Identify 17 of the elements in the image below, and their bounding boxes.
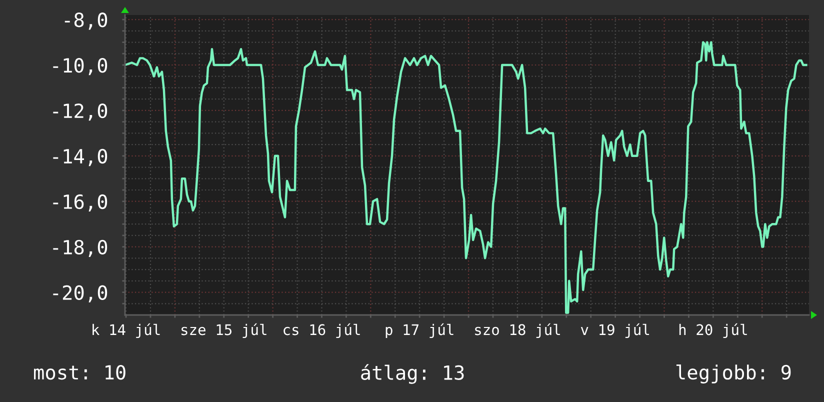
text: most: 10 <box>34 364 126 380</box>
y-tick-label: -20,0 <box>53 285 108 302</box>
y-tick-label: -8,0 <box>64 12 108 30</box>
x-tick-label: szo 18 júl <box>475 323 560 338</box>
x-tick-label: h 20 júl <box>679 323 747 338</box>
x-tick-label: cs 16 júl <box>284 323 360 338</box>
x-tick-label: p 17 júl <box>386 323 454 338</box>
y-tick-label: -12,0 <box>53 103 108 121</box>
text: legjobb: 9 <box>676 364 791 384</box>
x-tick-label: sze 15 júl <box>182 323 266 338</box>
y-tick-label: -10,0 <box>53 58 108 76</box>
text: átlag: 13 <box>361 364 464 384</box>
y-tick-label: -16,0 <box>53 194 108 212</box>
y-tick-label: -14,0 <box>53 148 108 166</box>
x-tick-label: v 19 júl <box>580 323 650 338</box>
y-tick-label: -18,0 <box>53 240 108 257</box>
x-tick-label: k 14 júl <box>92 323 160 338</box>
